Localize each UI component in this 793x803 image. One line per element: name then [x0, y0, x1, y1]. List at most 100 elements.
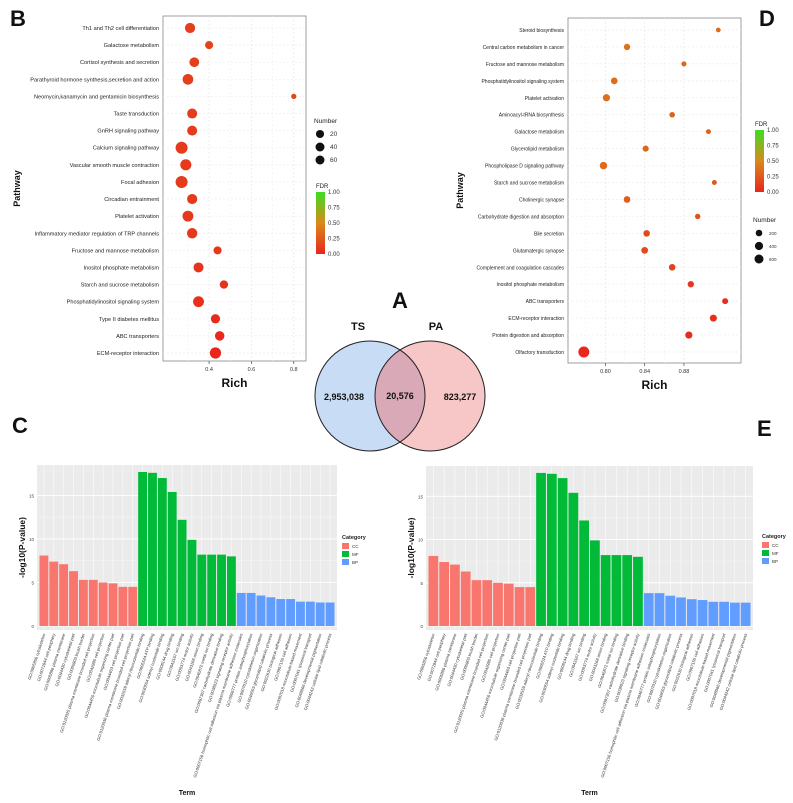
- venn-value-pa-only: 823,277: [444, 392, 477, 402]
- data-point: [219, 280, 229, 289]
- y-tick-label: 5: [31, 580, 34, 585]
- bar-bp: [676, 597, 686, 626]
- bar-mf: [177, 519, 187, 626]
- legend-fdr-label: 0.00: [328, 252, 340, 258]
- pathway-label: GnRH signaling pathway: [97, 129, 159, 135]
- y-tick-label: 15: [29, 493, 35, 498]
- legend-number-label: 600: [769, 257, 777, 262]
- x-axis-title: Term: [179, 790, 196, 797]
- pathway-label: ABC transporters: [116, 334, 159, 340]
- legend-number-label: 400: [769, 244, 777, 249]
- pathway-label: ECM-receptor interaction: [97, 351, 159, 357]
- y-tick-label: 10: [29, 537, 35, 542]
- data-point: [193, 262, 204, 273]
- y-axis-title: -log10(P-value): [17, 517, 27, 578]
- venn-value-intersection: 20,576: [386, 391, 414, 401]
- bar-mf: [546, 473, 557, 626]
- bar-mf: [633, 556, 643, 626]
- bar-mf: [590, 540, 600, 626]
- bar-mf: [217, 554, 226, 626]
- y-tick-label: 10: [418, 538, 424, 543]
- bar-cc: [88, 579, 98, 626]
- data-point: [214, 331, 225, 341]
- data-point: [668, 263, 676, 271]
- data-point: [187, 108, 198, 119]
- legend-label: BP: [772, 559, 778, 564]
- y-axis-title: Pathway: [12, 170, 22, 207]
- data-point: [182, 210, 194, 222]
- pathway-label: Neomycin,kanamycin and gentamicin biosyn…: [34, 94, 159, 100]
- data-point: [599, 161, 608, 170]
- bar-mf: [197, 554, 207, 626]
- data-point: [709, 314, 717, 322]
- pathway-label: Galactose metabolism: [515, 130, 564, 136]
- bar-cc: [128, 586, 138, 626]
- bar-bp: [236, 592, 246, 626]
- bar-mf: [157, 478, 167, 626]
- data-point: [643, 230, 650, 237]
- legend-label: CC: [352, 544, 359, 549]
- bar-bp: [643, 593, 654, 626]
- panel-a-venn-diagram: TS PA 2,953,038 20,576 823,277: [314, 321, 486, 452]
- bar-cc: [98, 582, 108, 626]
- data-point: [687, 281, 694, 288]
- pathway-label: Taste transduction: [114, 112, 159, 118]
- data-point: [209, 347, 222, 359]
- bar-bp: [276, 599, 286, 626]
- panel-label-a: A: [392, 288, 408, 313]
- bar-mf: [557, 478, 568, 626]
- legend-swatch-cc: [762, 542, 769, 548]
- legend-fdr-label: 1.00: [328, 190, 340, 196]
- x-tick-label: 0.84: [639, 369, 650, 375]
- pathway-label: Aminoacyl-tRNA biosynthesis: [499, 113, 565, 119]
- legend-fdr-label: 0.25: [767, 175, 779, 181]
- data-point: [681, 61, 687, 67]
- pathway-label: Olfactory transduction: [515, 350, 564, 356]
- pathway-label: Starch and sucrose metabolism: [494, 181, 564, 187]
- y-tick-label: 15: [418, 494, 424, 499]
- y-tick-label: 5: [420, 581, 423, 586]
- pathway-label: Inositol phosphate metabolism: [83, 265, 159, 271]
- bar-cc: [460, 571, 471, 626]
- pathway-label: ECM-receptor interaction: [508, 316, 564, 322]
- pathway-label: Th1 and Th2 cell differentiation: [82, 26, 159, 32]
- pathway-label: Starch and sucrose metabolism: [81, 283, 160, 289]
- legend-fdr-label: 0.50: [767, 159, 779, 165]
- pathway-label: Cortisol synthesis and secretion: [80, 60, 159, 66]
- legend-fdr-label: 0.75: [328, 206, 340, 212]
- pathway-label: Bile secretion: [534, 231, 564, 237]
- legend-label: BP: [352, 560, 358, 565]
- pathway-label: Glycerolipid metabolism: [511, 147, 564, 153]
- legend-fdr-label: 0.00: [767, 190, 779, 196]
- bar-bp: [697, 600, 708, 626]
- data-point: [210, 314, 221, 324]
- panel-label-c: C: [12, 413, 28, 438]
- data-point: [602, 94, 611, 102]
- bar-cc: [69, 571, 78, 626]
- plot-area: [567, 17, 742, 364]
- data-point: [685, 331, 693, 339]
- pathway-label: Central carbon metabolism in cancer: [483, 45, 565, 51]
- bar-cc: [428, 555, 439, 626]
- bar-cc: [450, 564, 460, 626]
- bar-bp: [729, 602, 740, 626]
- venn-intersection: [375, 341, 425, 451]
- venn-label-pa: PA: [429, 321, 444, 333]
- pathway-label: Complement and coagulation cascades: [476, 265, 564, 271]
- x-tick-label: 0.8: [290, 367, 298, 373]
- legend-label: CC: [772, 543, 779, 548]
- legend-number-swatch: [315, 142, 325, 152]
- panel-label-b: B: [10, 6, 26, 31]
- data-point: [715, 27, 721, 33]
- pathway-label: Platelet activation: [525, 96, 564, 102]
- bar-bp: [325, 602, 335, 626]
- bar-cc: [108, 583, 118, 626]
- data-point: [175, 141, 188, 154]
- bar-bp: [246, 592, 256, 626]
- data-point: [711, 180, 717, 185]
- bar-cc: [49, 561, 59, 626]
- bar-bp: [654, 593, 665, 626]
- pathway-label: Protein digestion and absorption: [492, 333, 564, 339]
